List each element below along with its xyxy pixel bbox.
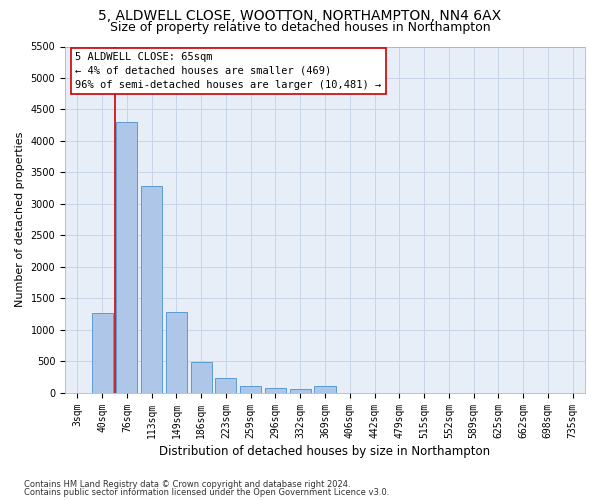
Text: Contains HM Land Registry data © Crown copyright and database right 2024.: Contains HM Land Registry data © Crown c… <box>24 480 350 489</box>
Text: 5 ALDWELL CLOSE: 65sqm
← 4% of detached houses are smaller (469)
96% of semi-det: 5 ALDWELL CLOSE: 65sqm ← 4% of detached … <box>76 52 382 90</box>
Bar <box>191 362 212 392</box>
Bar <box>290 389 311 392</box>
Bar <box>314 386 335 392</box>
Y-axis label: Number of detached properties: Number of detached properties <box>15 132 25 307</box>
Bar <box>240 386 261 392</box>
Text: Size of property relative to detached houses in Northampton: Size of property relative to detached ho… <box>110 21 490 34</box>
Text: Contains public sector information licensed under the Open Government Licence v3: Contains public sector information licen… <box>24 488 389 497</box>
Bar <box>265 388 286 392</box>
Text: 5, ALDWELL CLOSE, WOOTTON, NORTHAMPTON, NN4 6AX: 5, ALDWELL CLOSE, WOOTTON, NORTHAMPTON, … <box>98 9 502 23</box>
Bar <box>166 312 187 392</box>
Bar <box>141 186 162 392</box>
Bar <box>215 378 236 392</box>
X-axis label: Distribution of detached houses by size in Northampton: Distribution of detached houses by size … <box>160 444 491 458</box>
Bar <box>92 312 113 392</box>
Bar <box>116 122 137 392</box>
